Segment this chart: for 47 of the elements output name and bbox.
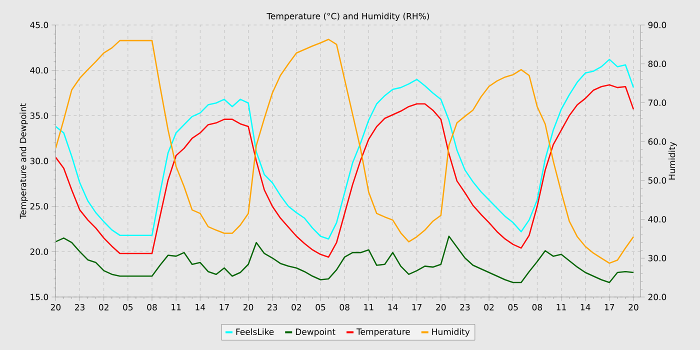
x-tick-label: 17 bbox=[604, 304, 614, 310]
y2-tick-label: 60.0 bbox=[648, 138, 666, 145]
x-tick-label: 05 bbox=[316, 304, 326, 310]
x-tick-label: 23 bbox=[268, 304, 278, 310]
x-tick-label: 08 bbox=[532, 304, 542, 310]
x-tick-label: 14 bbox=[580, 304, 590, 310]
x-tick-label: 20 bbox=[50, 304, 61, 310]
x-tick-label: 20 bbox=[244, 304, 254, 310]
legend-label: Temperature bbox=[356, 328, 410, 336]
x-tick-label: 20 bbox=[628, 304, 638, 310]
x-tick-label: 05 bbox=[123, 304, 133, 310]
x-tick-label: 11 bbox=[364, 304, 374, 310]
y2-tick-label: 40.0 bbox=[648, 216, 666, 223]
y2-tick-label: 30.0 bbox=[648, 254, 666, 262]
chart-title: Temperature (°C) and Humidity (RH%) bbox=[266, 12, 429, 21]
x-tick-label: 23 bbox=[74, 304, 84, 310]
y2-tick-label: 90.0 bbox=[648, 22, 666, 28]
legend-label: FeelsLike bbox=[236, 328, 274, 335]
x-tick-label: 05 bbox=[508, 304, 518, 310]
y2-axis-title: Humidity bbox=[668, 142, 677, 180]
y2-tick-label: 50.0 bbox=[648, 177, 666, 184]
y-tick-label: 40.0 bbox=[30, 67, 48, 74]
y-tick-label: 20.0 bbox=[30, 248, 48, 255]
y-tick-label: 25.0 bbox=[30, 203, 48, 210]
y-axis-title: Temperature and Dewpoint bbox=[20, 103, 28, 219]
x-tick-label: 14 bbox=[196, 304, 206, 310]
legend-label: Dewpoint bbox=[296, 328, 336, 337]
x-tick-label: 02 bbox=[292, 304, 302, 310]
y2-tick-label: 70.0 bbox=[648, 100, 666, 106]
x-tick-label: 23 bbox=[460, 304, 470, 310]
x-tick-label: 14 bbox=[388, 304, 398, 310]
y-tick-label: 30.0 bbox=[30, 158, 48, 164]
x-tick-label: 20 bbox=[436, 304, 446, 310]
y-tick-label: 35.0 bbox=[30, 112, 48, 119]
x-tick-label: 02 bbox=[99, 304, 108, 310]
x-tick-label: 11 bbox=[556, 304, 566, 310]
x-tick-label: 17 bbox=[220, 304, 229, 310]
y2-tick-label: 80.0 bbox=[648, 60, 666, 68]
y-tick-label: 45.0 bbox=[30, 22, 48, 28]
x-tick-label: 02 bbox=[484, 304, 494, 310]
x-tick-label: 08 bbox=[147, 304, 157, 310]
y2-tick-label: 20.0 bbox=[648, 294, 666, 300]
x-tick-label: 11 bbox=[172, 304, 181, 310]
legend-label: Humidity bbox=[432, 328, 470, 337]
x-tick-label: 17 bbox=[412, 304, 422, 310]
y-tick-label: 15.0 bbox=[30, 294, 48, 300]
x-tick-label: 08 bbox=[340, 304, 350, 310]
